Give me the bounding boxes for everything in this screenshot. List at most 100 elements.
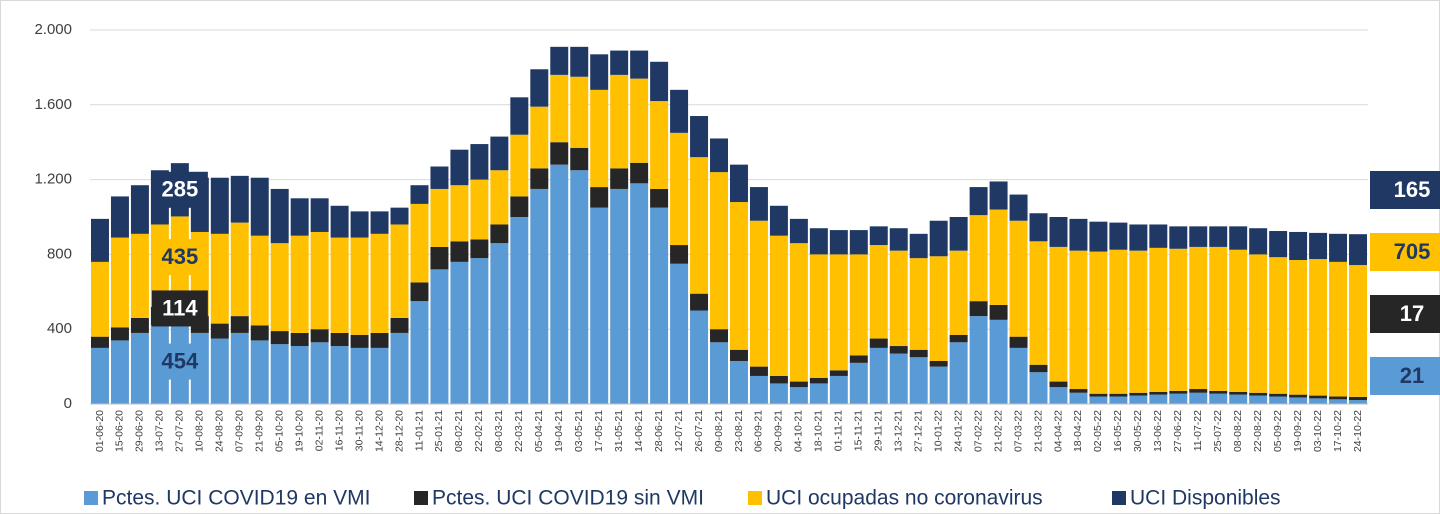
bar-segment	[1129, 395, 1148, 404]
bar-segment	[1129, 392, 1148, 396]
bar-segment	[929, 366, 948, 404]
bar-segment	[390, 317, 409, 333]
x-tick-label: 24-01-22	[952, 410, 964, 452]
bar-segment	[210, 338, 229, 404]
bar-segment	[1169, 390, 1188, 394]
bar-segment	[1229, 249, 1248, 392]
x-tick-label: 15-06-20	[114, 410, 126, 452]
bar-segment	[450, 185, 469, 242]
bar-segment	[610, 74, 629, 169]
bar-segment	[410, 301, 429, 404]
bar-segment	[390, 207, 409, 225]
bar-segment	[570, 170, 589, 404]
legend-label: Pctes. UCI COVID19 sin VMI	[432, 487, 704, 510]
bar-segment	[1049, 387, 1068, 404]
bar-segment	[869, 347, 888, 404]
x-tick-label: 19-09-22	[1292, 410, 1304, 452]
x-tick-label: 06-09-21	[753, 410, 765, 452]
bar-segment	[1109, 222, 1128, 250]
bar-segment	[530, 106, 549, 169]
bar-segment	[749, 375, 768, 404]
bar-segment	[909, 357, 928, 404]
bar-segment	[1089, 396, 1108, 404]
bar-segment	[1289, 231, 1308, 261]
bar-segment	[1329, 261, 1348, 397]
bar-segment	[1269, 257, 1288, 394]
bar-segment	[1129, 224, 1148, 251]
bar-segment	[789, 218, 808, 244]
bar-segment	[1309, 395, 1328, 399]
bar-segment	[969, 316, 988, 404]
x-tick-label: 14-06-21	[633, 410, 645, 452]
bar-segment	[1229, 391, 1248, 395]
value-label: 705	[1394, 239, 1431, 264]
value-box	[151, 239, 208, 276]
bar-segment	[130, 233, 149, 318]
x-tick-label: 02-11-20	[313, 410, 325, 451]
bar-segment	[1329, 399, 1348, 404]
x-tick-label: 27-12-21	[912, 410, 924, 452]
bar-segment	[610, 168, 629, 189]
bar-segment	[1229, 394, 1248, 404]
bar-segment	[729, 164, 748, 203]
x-tick-label: 15-11-21	[853, 410, 865, 451]
bar-segment	[90, 336, 109, 348]
bar-segment	[789, 387, 808, 404]
x-tick-label: 01-11-21	[833, 410, 845, 451]
bar-segment	[1229, 226, 1248, 250]
bar-segment	[789, 243, 808, 382]
bar-segment	[330, 205, 349, 238]
bar-segment	[849, 355, 868, 363]
bar-segment	[670, 245, 689, 264]
bar-segment	[490, 170, 509, 225]
x-tick-label: 24-10-22	[1352, 410, 1364, 452]
x-tick-label: 29-06-20	[134, 410, 146, 452]
bar-segment	[969, 187, 988, 216]
value-label: 17	[1400, 301, 1424, 326]
bar-segment	[530, 188, 549, 404]
bar-segment	[310, 198, 329, 232]
value-label: 114	[162, 295, 198, 320]
value-box	[1370, 295, 1440, 333]
legend-swatch	[1112, 491, 1126, 505]
legend-swatch	[84, 491, 98, 505]
bar-segment	[1029, 241, 1048, 365]
x-tick-label: 24-08-20	[214, 410, 226, 452]
bar-segment	[350, 211, 369, 238]
bar-segment	[290, 198, 309, 236]
bar-segment	[829, 370, 848, 376]
x-tick-label: 21-09-20	[254, 410, 266, 452]
bar-segment	[590, 89, 609, 188]
bar-segment	[729, 349, 748, 361]
bar-segment	[989, 319, 1008, 404]
x-tick-label: 13-12-21	[893, 410, 905, 452]
y-tick-label: 400	[47, 320, 72, 337]
bar-segment	[130, 185, 149, 234]
bar-segment	[650, 101, 669, 189]
bar-segment	[630, 162, 649, 184]
bar-segment	[909, 233, 928, 259]
bar-segment	[610, 188, 629, 404]
bar-segment	[809, 228, 828, 255]
bar-segment	[490, 243, 509, 404]
bar-segment	[530, 69, 549, 107]
bar-segment	[1349, 396, 1368, 401]
bar-segment	[849, 362, 868, 404]
bar-segment	[1349, 265, 1368, 397]
x-tick-label: 22-08-22	[1252, 410, 1264, 452]
bar-segment	[710, 138, 729, 173]
bar-segment	[749, 187, 768, 221]
bar-segment	[330, 237, 349, 333]
x-tick-label: 28-06-21	[653, 410, 665, 452]
bar-segment	[769, 383, 788, 404]
bar-segment	[1209, 226, 1228, 247]
bar-segment	[250, 177, 269, 236]
bar-segment	[1069, 392, 1088, 404]
bar-segment	[350, 334, 369, 348]
bar-segment	[1289, 394, 1308, 398]
bar-segment	[1249, 392, 1268, 396]
x-tick-label: 08-03-21	[493, 410, 505, 452]
bar-segment	[470, 239, 489, 259]
bar-segment	[949, 334, 968, 343]
x-tick-label: 04-10-21	[793, 410, 805, 452]
